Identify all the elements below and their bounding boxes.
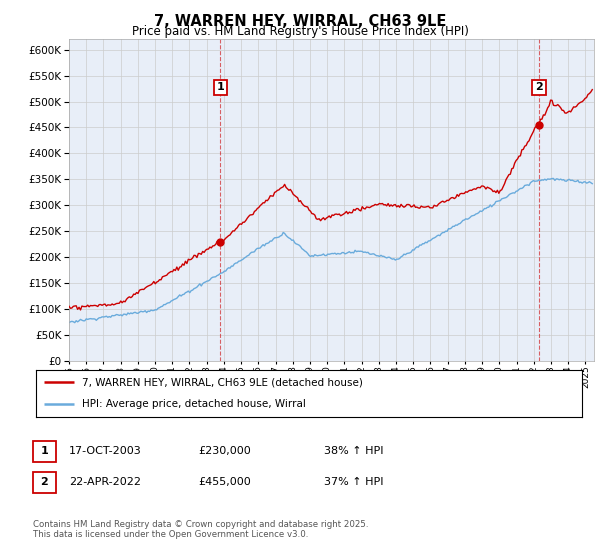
Text: 17-OCT-2003: 17-OCT-2003 <box>69 446 142 456</box>
Text: £455,000: £455,000 <box>198 477 251 487</box>
Text: Contains HM Land Registry data © Crown copyright and database right 2025.
This d: Contains HM Land Registry data © Crown c… <box>33 520 368 539</box>
Text: 1: 1 <box>41 446 48 456</box>
Text: 2: 2 <box>41 477 48 487</box>
Text: 7, WARREN HEY, WIRRAL, CH63 9LE: 7, WARREN HEY, WIRRAL, CH63 9LE <box>154 14 446 29</box>
Text: 2: 2 <box>535 82 543 92</box>
Text: Price paid vs. HM Land Registry's House Price Index (HPI): Price paid vs. HM Land Registry's House … <box>131 25 469 38</box>
Text: 1: 1 <box>217 82 224 92</box>
Text: 38% ↑ HPI: 38% ↑ HPI <box>324 446 383 456</box>
Text: 22-APR-2022: 22-APR-2022 <box>69 477 141 487</box>
Text: 37% ↑ HPI: 37% ↑ HPI <box>324 477 383 487</box>
Text: £230,000: £230,000 <box>198 446 251 456</box>
Text: 7, WARREN HEY, WIRRAL, CH63 9LE (detached house): 7, WARREN HEY, WIRRAL, CH63 9LE (detache… <box>82 377 363 388</box>
Text: HPI: Average price, detached house, Wirral: HPI: Average price, detached house, Wirr… <box>82 399 306 409</box>
